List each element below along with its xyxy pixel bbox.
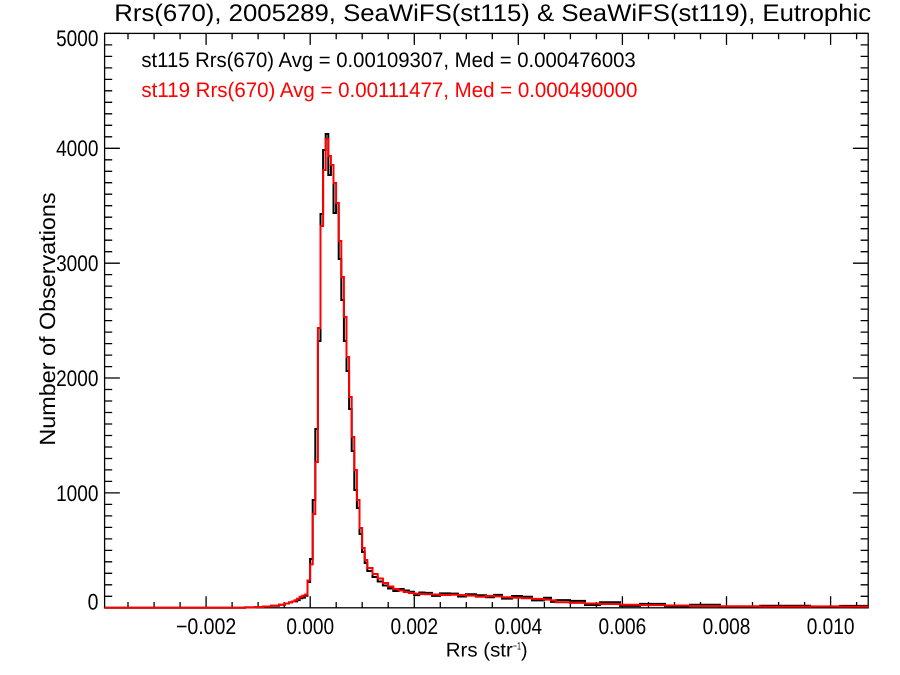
svg-text:0: 0 [88,589,99,614]
svg-text:Rrs(670), 2005289, SeaWiFS(st1: Rrs(670), 2005289, SeaWiFS(st115) & SeaW… [114,0,871,27]
svg-text:4000: 4000 [56,136,98,161]
svg-text:3000: 3000 [56,251,98,276]
svg-text:0.008: 0.008 [703,614,751,639]
svg-text:0.010: 0.010 [807,614,855,639]
svg-text:2000: 2000 [56,366,98,391]
svg-text:st119 Rrs(670) Avg = 0.0011147: st119 Rrs(670) Avg = 0.00111477, Med = 0… [141,79,637,102]
svg-text:0.002: 0.002 [390,614,438,639]
svg-text:0.000: 0.000 [286,614,334,639]
svg-text:5000: 5000 [56,26,98,51]
svg-text:st115 Rrs(670) Avg = 0.0010930: st115 Rrs(670) Avg = 0.00109307, Med = 0… [141,49,635,72]
svg-text:0.006: 0.006 [599,614,647,639]
svg-text:Number of Observations: Number of Observations [35,192,60,445]
svg-text:Rrs (str−1): Rrs (str−1) [446,639,528,661]
svg-text:−0.002: −0.002 [176,614,236,639]
svg-text:1000: 1000 [56,481,98,506]
svg-text:0.004: 0.004 [494,614,542,639]
